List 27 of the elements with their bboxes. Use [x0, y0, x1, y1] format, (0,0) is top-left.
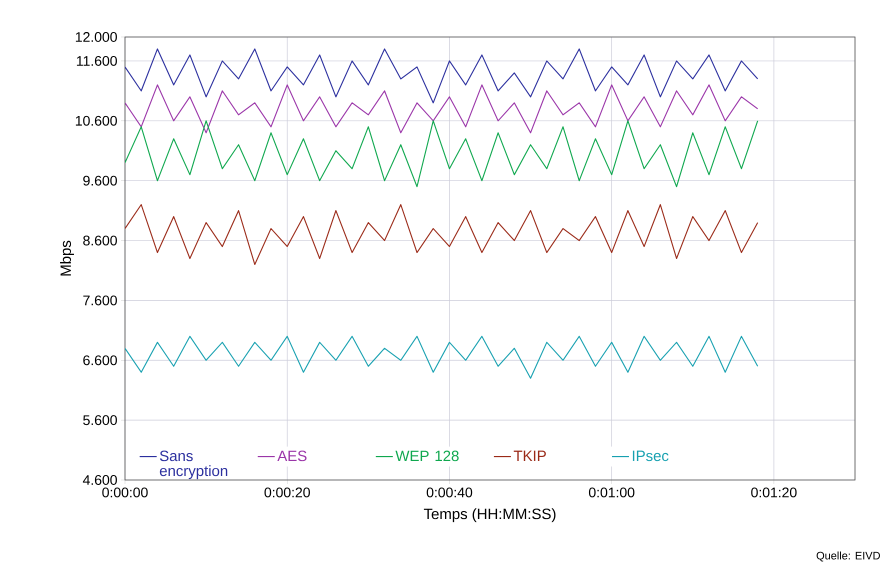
line-series	[125, 48, 758, 104]
y-tick-label: 5.600	[83, 415, 117, 426]
x-tick-label: 0:01:00	[588, 487, 634, 498]
line-series	[125, 336, 758, 379]
y-tick-label: 10.600	[76, 116, 117, 126]
y-tick-label: 6.600	[83, 355, 117, 366]
legend-label: Sans encryption	[160, 450, 228, 480]
y-tick-label: 11.600	[76, 56, 117, 66]
legend-label: AES	[277, 450, 307, 462]
y-tick-label: 12.000	[76, 32, 117, 42]
y-axis-title: Mbps	[60, 240, 74, 276]
x-tick-label: 0:00:00	[102, 487, 148, 498]
x-tick-label: 0:00:20	[264, 487, 310, 498]
x-axis-title: Temps (HH:MM:SS)	[424, 508, 556, 522]
line-series	[125, 84, 758, 134]
source-note: Quelle: EIVD	[816, 551, 880, 562]
y-tick-label: 9.600	[83, 176, 117, 186]
x-tick-label: 0:01:20	[751, 487, 797, 498]
legend-label: IPsec	[632, 450, 669, 462]
y-tick-label: 7.600	[83, 295, 117, 306]
legend-label: TKIP	[514, 450, 546, 461]
y-tick-label: 4.600	[82, 475, 117, 485]
line-series	[125, 120, 758, 188]
y-tick-label: 8.600	[83, 236, 117, 246]
x-tick-label: 0:00:40	[426, 487, 472, 498]
legend-label: WEP 128	[395, 450, 459, 462]
line-series	[125, 204, 758, 266]
